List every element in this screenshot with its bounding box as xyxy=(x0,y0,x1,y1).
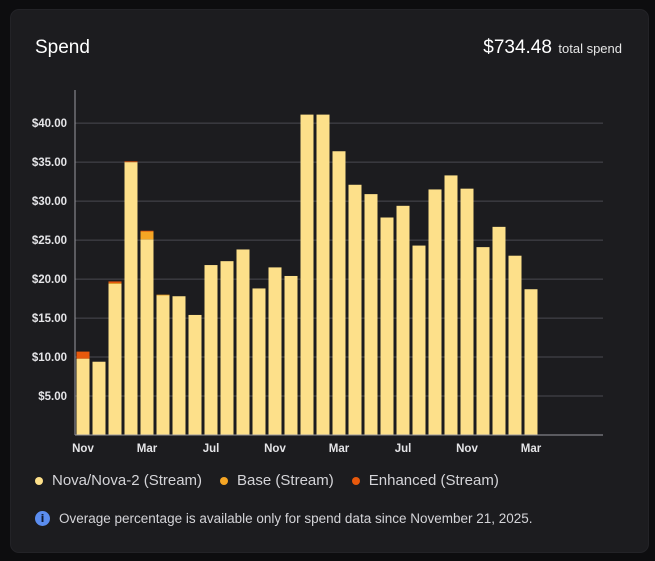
x-tick-label: Mar xyxy=(521,443,542,455)
legend-item-enhanced[interactable]: Enhanced (Stream) xyxy=(351,472,499,489)
legend-swatch-nova xyxy=(35,476,43,485)
spend-chart: $5.00 $10.00 $15.00 $20.00 $25.00 $30.00 $35.0… xyxy=(32,90,603,455)
bar-nova xyxy=(300,114,314,436)
y-tick-label: $30.00 xyxy=(32,196,67,208)
legend-label-enhanced: Enhanced (Stream) xyxy=(368,472,499,489)
x-tick-label: Nov xyxy=(264,443,286,455)
bar-nova xyxy=(76,358,90,435)
bar-nova xyxy=(476,247,490,435)
legend-label-base: Base (Stream) xyxy=(237,472,334,489)
bar-nova xyxy=(92,361,106,435)
legend-item-base[interactable]: Base (Stream) xyxy=(220,472,334,489)
bar-nova xyxy=(444,175,458,435)
bar-nova xyxy=(156,295,170,435)
bar-nova xyxy=(204,265,218,435)
bar-base xyxy=(140,231,154,240)
bar-nova xyxy=(316,114,330,436)
spend-card: Spend $734.48 total spend $5.00 $10.00 $15… xyxy=(10,9,649,553)
legend-swatch-enhanced xyxy=(351,476,360,485)
bar-enhanced xyxy=(76,351,90,359)
bar-nova xyxy=(284,275,298,435)
bar-nova xyxy=(492,226,506,435)
bar-nova xyxy=(252,288,266,435)
bar-nova xyxy=(172,296,186,435)
bar-nova xyxy=(140,239,154,435)
chart-legend: Nova/Nova-2 (Stream) Base (Stream) Enhan… xyxy=(35,472,499,489)
x-tick-label: Mar xyxy=(329,443,350,455)
bar-enhanced xyxy=(124,161,138,163)
bar-nova xyxy=(364,194,378,435)
bar-nova xyxy=(188,314,202,435)
legend-swatch-base xyxy=(220,476,229,485)
y-tick-label: $5.00 xyxy=(38,391,67,403)
bar-nova xyxy=(508,255,522,435)
y-tick-label: $40.00 xyxy=(32,118,67,130)
bar-nova xyxy=(524,289,538,435)
card-title: Spend xyxy=(35,37,90,58)
x-tick-label: Nov xyxy=(456,443,478,455)
bar-nova xyxy=(428,189,442,435)
total-spend-label: total spend xyxy=(558,41,622,56)
y-tick-label: $35.00 xyxy=(32,157,67,169)
bar-nova xyxy=(236,249,250,435)
total-spend: $734.48 total spend xyxy=(483,37,622,59)
y-tick-label: $10.00 xyxy=(32,352,67,364)
bar-enhanced xyxy=(108,281,122,283)
overage-note: i Overage percentage is available only f… xyxy=(35,511,533,526)
bar-nova xyxy=(460,188,474,435)
x-tick-label: Jul xyxy=(203,443,220,455)
bar-nova xyxy=(380,217,394,435)
bar-base xyxy=(108,282,122,284)
bar-nova xyxy=(268,267,282,435)
x-tick-label: Mar xyxy=(137,443,158,455)
total-spend-amount: $734.48 xyxy=(483,37,552,58)
bar-base xyxy=(156,294,170,296)
bar-nova xyxy=(396,205,410,435)
y-tick-label: $25.00 xyxy=(32,235,67,247)
y-tick-label: $20.00 xyxy=(32,274,67,286)
info-icon: i xyxy=(35,511,50,526)
x-tick-label: Nov xyxy=(72,443,94,455)
bar-nova xyxy=(108,283,122,435)
bar-nova xyxy=(332,151,346,435)
bar-enhanced xyxy=(140,230,154,232)
x-tick-label: Jul xyxy=(395,443,412,455)
overage-note-text: Overage percentage is available only for… xyxy=(59,511,533,526)
legend-label-nova: Nova/Nova-2 (Stream) xyxy=(52,472,203,489)
legend-item-nova[interactable]: Nova/Nova-2 (Stream) xyxy=(35,472,202,489)
bar-nova xyxy=(412,245,426,435)
y-tick-label: $15.00 xyxy=(32,313,67,325)
bar-nova xyxy=(124,162,138,435)
bar-nova xyxy=(348,184,362,435)
bar-nova xyxy=(220,261,234,435)
